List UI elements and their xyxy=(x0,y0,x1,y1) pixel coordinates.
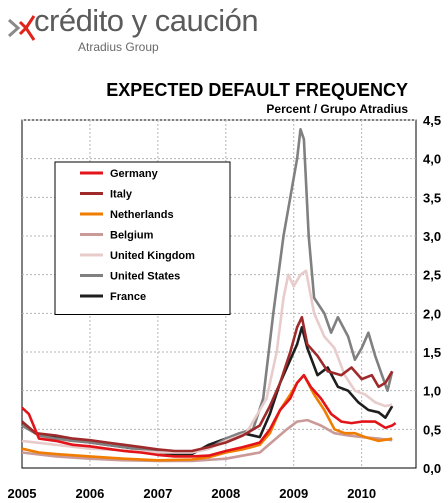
y-tick-label: 1,5 xyxy=(423,345,441,360)
chart: 0,0 0,5 1,0 1,5 2,0 2,5 3,0 3,5 4,0 4,5 2005 2006 20… xyxy=(8,113,442,501)
y-tick-label: 0,5 xyxy=(423,422,441,437)
y-tick-label: 0,0 xyxy=(423,461,441,476)
y-tick-label: 2,5 xyxy=(423,268,441,283)
legend-label: Belgium xyxy=(110,230,154,242)
legend-label: United Kingdom xyxy=(110,250,195,262)
brand-subtitle: Atradius Group xyxy=(78,40,159,54)
x-tick-label: 2010 xyxy=(347,486,376,501)
legend-label: Germany xyxy=(110,168,159,180)
legend-label: Netherlands xyxy=(110,209,174,221)
x-tick-label: 2007 xyxy=(143,486,172,501)
logo: crédito y caución Atradius Group xyxy=(0,0,300,60)
legend-label: United States xyxy=(110,271,180,283)
series-line-belgium xyxy=(21,418,393,463)
x-tick-label: 2006 xyxy=(75,486,104,501)
y-tick-label: 3,0 xyxy=(423,229,441,244)
series-line-italy xyxy=(21,315,394,453)
chart-subtitle: Percent / Grupo Atradius xyxy=(266,102,408,116)
legend-label: Italy xyxy=(110,189,133,201)
series-line-united-kingdom xyxy=(21,269,393,454)
x-tick-label: 2008 xyxy=(211,486,240,501)
y-tick-label: 4,5 xyxy=(423,113,441,128)
chart-title: EXPECTED DEFAULT FREQUENCY xyxy=(106,80,408,100)
y-tick-label: 1,0 xyxy=(423,384,441,399)
x-tick-label: 2009 xyxy=(279,486,308,501)
logo-mark-icon xyxy=(8,15,36,41)
y-tick-label: 4,0 xyxy=(423,152,441,167)
legend-label: France xyxy=(110,291,146,303)
series-line-united-states xyxy=(21,128,394,454)
y-tick-label: 2,0 xyxy=(423,306,441,321)
brand-name: crédito y caución xyxy=(34,3,259,38)
series-line-germany xyxy=(21,373,397,458)
y-tick-label: 3,5 xyxy=(423,190,441,205)
legend-box xyxy=(54,161,231,315)
x-tick-label: 2005 xyxy=(8,486,37,501)
